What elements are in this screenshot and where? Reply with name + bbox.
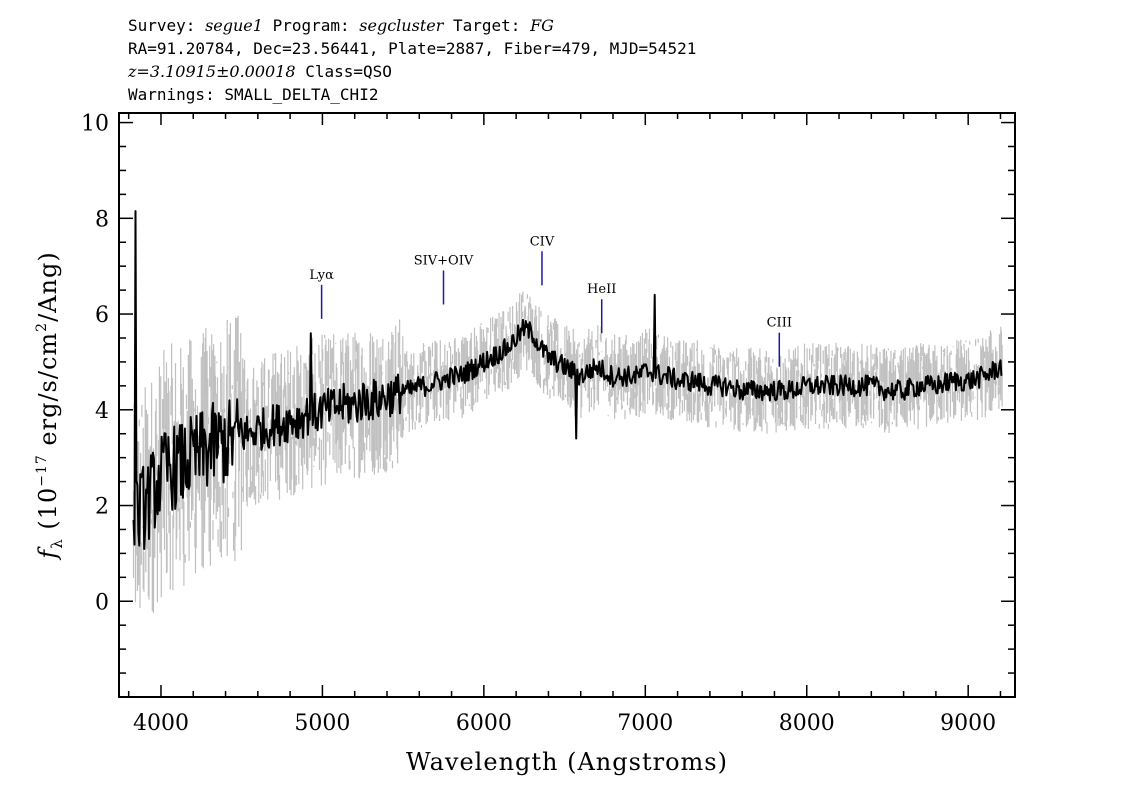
target-label: Target: — [453, 16, 521, 35]
emission-line-markers: Lyα SIV+OIV CIV HeII CIII — [309, 234, 792, 367]
x-tick-label: 6000 — [456, 711, 512, 736]
x-tick-label: 7000 — [617, 711, 673, 736]
x-tick-label: 9000 — [940, 711, 996, 736]
y-axis-label: fλ (10−17 erg/s/cm2/Ang) — [34, 251, 66, 560]
error-series-layer — [132, 291, 1003, 614]
x-tick-label: 5000 — [294, 711, 350, 736]
y-axis-label-post: /Ang) — [34, 251, 62, 322]
y-axis-label-f: f — [34, 546, 62, 561]
line-marker-label: Lyα — [309, 268, 334, 283]
target-value: FG — [530, 16, 554, 35]
survey-value: segue1 — [205, 16, 263, 35]
flux-series — [132, 210, 1003, 550]
survey-label: Survey: — [128, 16, 196, 35]
x-tick-label: 8000 — [779, 711, 835, 736]
y-axis-label-sub: λ — [48, 538, 66, 549]
x-axis-label: Wavelength (Angstroms) — [406, 748, 728, 776]
error-series — [132, 291, 1003, 614]
y-tick-label: 2 — [95, 495, 109, 520]
y-axis-label-mid: erg/s/cm — [34, 332, 62, 454]
y-tick-label: 10 — [81, 112, 109, 137]
axis-ticks: 4000 5000 6000 7000 8000 9000 0 2 4 6 8 10 — [81, 112, 1015, 736]
y-axis-label-exp1: −17 — [34, 454, 50, 487]
header-line-3: z=3.10915±0.00018 Class=QSO — [128, 60, 696, 83]
flux-series-layer — [132, 210, 1003, 550]
line-marker-label: SIV+OIV — [414, 253, 474, 268]
y-axis-label-exp2: 2 — [34, 322, 50, 332]
line-marker-label: CIII — [767, 316, 792, 331]
plot-frame — [118, 112, 1016, 698]
y-tick-label: 6 — [95, 303, 109, 328]
header-line-2: RA=91.20784, Dec=23.56441, Plate=2887, F… — [128, 39, 697, 58]
header-line-1: Survey: segue1 Program: segcluster Targe… — [128, 14, 696, 37]
y-tick-label: 4 — [95, 399, 109, 424]
x-tick-label: 4000 — [133, 711, 189, 736]
redshift-value: z=3.10915±0.00018 — [128, 62, 296, 81]
y-axis-label-pre: (10 — [34, 487, 62, 539]
line-marker-label: HeII — [587, 282, 616, 297]
line-marker-label: CIV — [530, 234, 555, 249]
program-label: Program: — [272, 16, 350, 35]
spectrum-header: Survey: segue1 Program: segcluster Targe… — [128, 14, 696, 106]
program-value: segcluster — [359, 16, 444, 35]
y-tick-label: 8 — [95, 207, 109, 232]
header-line-4: Warnings: SMALL_DELTA_CHI2 — [128, 85, 379, 104]
y-tick-label: 0 — [95, 590, 109, 615]
class-value: Class=QSO — [305, 62, 392, 81]
